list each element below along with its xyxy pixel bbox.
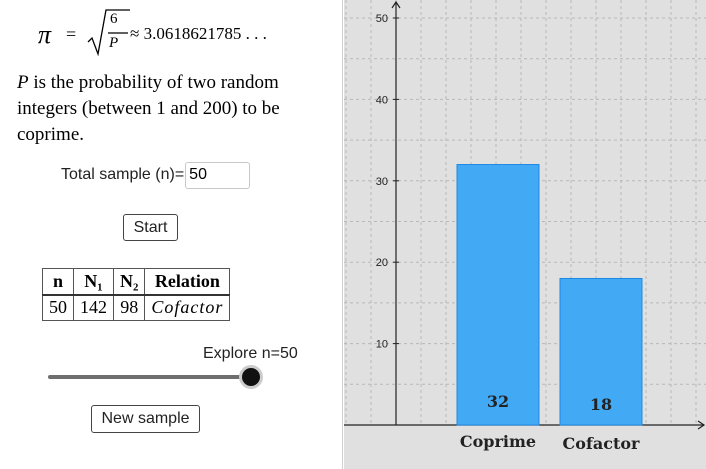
y-tick-label: 20 xyxy=(376,257,388,269)
cell-relation: Cofactor xyxy=(144,294,231,321)
panel-divider[interactable] xyxy=(333,0,343,469)
header-n: n xyxy=(42,268,74,296)
table-header-row: n N₁ N₂ Relation xyxy=(42,268,231,296)
bar-chart: 10 20 30 40 50 32 Coprime 18 Cofactor xyxy=(344,0,706,453)
bar-cofactor xyxy=(559,277,643,426)
description-variable: P xyxy=(17,72,29,93)
square-root-icon xyxy=(87,9,130,57)
result-table: n N₁ N₂ Relation 50 142 98 Cofactor xyxy=(42,268,231,321)
y-tick-label: 50 xyxy=(376,13,388,25)
table-row: 50 142 98 Cofactor xyxy=(42,294,231,321)
pi-approximation: ≈ 3.0618621785 . . . xyxy=(130,24,267,43)
x-axis-arrow-icon xyxy=(697,420,706,430)
sample-size-row: Total sample (n)= xyxy=(61,161,251,189)
cell-n2: 98 xyxy=(112,294,146,321)
sample-size-label: Total sample (n)= xyxy=(61,166,185,183)
data-label-cofactor: 18 xyxy=(590,395,612,414)
pi-formula: π = 6 P ≈ 3.0618621785 . . . xyxy=(36,8,326,58)
explore-slider-handle[interactable] xyxy=(242,368,260,386)
bar-coprime xyxy=(456,164,540,426)
explore-slider-track[interactable] xyxy=(48,375,251,379)
fraction-denominator: P xyxy=(109,35,119,51)
header-n2: N₂ xyxy=(112,268,146,296)
y-tick-label: 10 xyxy=(376,339,388,351)
equals-sign: = xyxy=(66,24,77,44)
bars xyxy=(456,164,643,426)
fraction-numerator: 6 xyxy=(110,11,118,27)
y-tick-label: 30 xyxy=(376,176,388,188)
algebra-panel: π = 6 P ≈ 3.0618621785 . . . P is the pr… xyxy=(0,0,333,469)
labels: 10 20 30 40 50 32 Coprime 18 Cofactor xyxy=(376,13,640,453)
pi-symbol: π xyxy=(38,20,52,49)
y-tick-label: 40 xyxy=(376,94,388,106)
description-body: is the probability of two random integer… xyxy=(17,72,280,145)
slider-caption: Explore n=50 xyxy=(203,345,298,362)
category-label-coprime: Coprime xyxy=(460,432,536,451)
new-sample-button[interactable]: New sample xyxy=(91,405,200,433)
category-label-cofactor: Cofactor xyxy=(563,434,640,453)
cell-n: 50 xyxy=(42,294,74,321)
y-axis-arrow-icon xyxy=(391,0,401,9)
description-text: P is the probability of two random integ… xyxy=(17,70,317,148)
header-n1: N₁ xyxy=(73,268,114,296)
cell-n1: 142 xyxy=(73,294,114,321)
header-relation: Relation xyxy=(144,268,231,296)
start-button[interactable]: Start xyxy=(123,214,178,241)
data-label-coprime: 32 xyxy=(487,392,509,411)
graphics-panel[interactable]: 10 20 30 40 50 32 Coprime 18 Cofactor xyxy=(344,0,706,469)
sample-size-input[interactable] xyxy=(185,161,251,189)
